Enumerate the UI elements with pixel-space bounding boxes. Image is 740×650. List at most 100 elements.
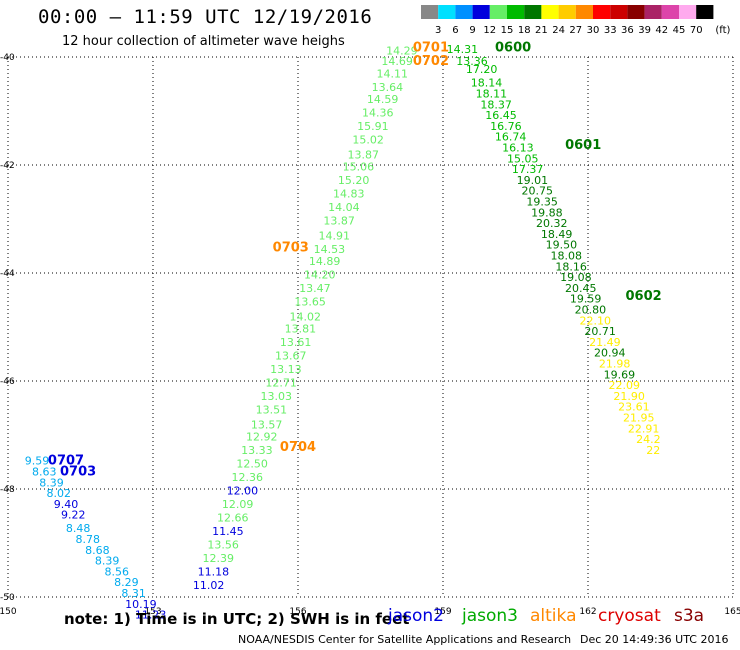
swh-value-label: 12.36 — [232, 471, 264, 484]
legend-label: 36 — [621, 25, 634, 36]
y-tick-label: -50 — [0, 593, 15, 603]
sat-jason3-label: jason3 — [462, 606, 518, 626]
swh-value-label: 12.39 — [203, 552, 235, 565]
legend-label: 12 — [483, 25, 496, 36]
footer-timestamp: Dec 20 14:49:36 UTC 2016 — [580, 633, 729, 646]
swh-value-label: 14.83 — [333, 187, 365, 200]
legend-swatch — [679, 5, 697, 19]
y-tick-label: -42 — [0, 161, 15, 171]
swh-value-label: 16.74 — [495, 131, 527, 144]
swh-value-label: 13.87 — [323, 214, 355, 227]
swh-value-label: 14.02 — [290, 311, 322, 324]
swh-value-label: 13.67 — [275, 349, 307, 362]
swh-value-label: 13.51 — [256, 403, 288, 416]
swh-value-label: 14.20 — [304, 268, 336, 281]
swh-value-label: 12.50 — [236, 457, 268, 470]
swh-value-label: 20.80 — [575, 304, 607, 317]
swh-value-label: 19.59 — [570, 293, 602, 306]
swh-value-label: 14.91 — [319, 230, 351, 243]
swh-value-label: 16.13 — [502, 142, 534, 155]
swh-value-label: 11.23 — [135, 609, 167, 622]
y-tick-label: -48 — [0, 485, 15, 495]
pass-time-label: 0703 — [60, 465, 96, 480]
swh-value-label: 13.13 — [270, 363, 302, 376]
swh-value-label: 15.02 — [352, 133, 384, 146]
sat-s3a-label: s3a — [674, 606, 705, 626]
pass-time-label: 0704 — [280, 440, 316, 455]
swh-value-label: 21.95 — [623, 412, 655, 425]
legend-swatch — [455, 5, 473, 19]
swh-value-label: 8.68 — [85, 544, 110, 557]
pass-time-label: 0703 — [273, 240, 309, 255]
legend-label: 39 — [638, 25, 651, 36]
legend-swatch — [524, 5, 542, 19]
legend-label: 15 — [501, 25, 514, 36]
swh-value-label: 15.06 — [343, 160, 375, 173]
swh-value-label: 8.31 — [121, 587, 146, 600]
swh-value-label: 11.45 — [212, 525, 244, 538]
swh-value-label: 13.57 — [251, 419, 283, 432]
swh-value-label: 14.29 — [386, 44, 418, 57]
legend-label: 42 — [655, 25, 668, 36]
swh-value-label: 9.59 — [25, 455, 50, 468]
swh-value-label: 13.64 — [372, 81, 404, 94]
swh-value-label: 13.81 — [285, 322, 317, 335]
legend-swatch — [472, 5, 490, 19]
swh-value-label: 23.61 — [618, 401, 650, 414]
sat-jason2-label: jason2 — [388, 606, 444, 626]
sat-cryosat-label: cryosat — [598, 606, 661, 626]
swh-value-label: 19.08 — [560, 271, 592, 284]
legend-label: 70 — [690, 25, 703, 36]
swh-value-label: 10.19 — [125, 598, 157, 611]
swh-value-label: 19.69 — [604, 368, 636, 381]
legend-swatch — [558, 5, 576, 19]
x-tick-label: 159 — [434, 607, 451, 617]
swh-value-label: 13.56 — [207, 538, 239, 551]
swh-value-label: 18.16 — [555, 260, 587, 273]
swh-value-label: 13.36 — [456, 55, 488, 68]
swh-value-label: 12.92 — [246, 430, 278, 443]
swh-value-label: 13.65 — [294, 295, 326, 308]
swh-value-label: 15.05 — [507, 152, 539, 165]
pass-time-label: 0702 — [413, 54, 449, 69]
swh-value-label: 11.02 — [193, 579, 225, 592]
swh-value-label: 8.78 — [76, 533, 101, 546]
swh-value-label: 20.71 — [584, 325, 616, 338]
legend-label: 24 — [552, 25, 565, 36]
swh-value-label: 18.49 — [541, 228, 573, 241]
swh-value-label: 8.63 — [32, 466, 57, 479]
swh-value-label: 8.48 — [66, 522, 91, 535]
swh-value-label: 19.01 — [517, 174, 549, 187]
legend-swatch — [489, 5, 507, 19]
legend-swatch — [438, 5, 456, 19]
swh-value-label: 22 — [646, 444, 660, 457]
swh-value-label: 8.39 — [39, 476, 64, 489]
y-tick-label: -44 — [0, 269, 15, 279]
legend-swatch — [661, 5, 679, 19]
swh-value-label: 18.14 — [471, 77, 503, 90]
swh-value-label: 13.87 — [348, 149, 380, 162]
swh-value-label: 22.91 — [628, 422, 660, 435]
swh-value-label: 13.47 — [299, 282, 331, 295]
swh-value-label: 12.00 — [227, 484, 259, 497]
legend-label: 33 — [604, 25, 617, 36]
legend-swatch — [541, 5, 559, 19]
swh-value-label: 8.02 — [47, 487, 72, 500]
legend-label: 18 — [518, 25, 531, 36]
swh-value-label: 14.69 — [381, 55, 413, 68]
pass-time-label: 0600 — [495, 41, 531, 56]
swh-value-label: 14.59 — [367, 93, 399, 106]
legend-swatch — [610, 5, 628, 19]
legend-label: 45 — [673, 25, 686, 36]
swh-value-label: 11.18 — [198, 565, 230, 578]
legend-swatch — [627, 5, 645, 19]
swh-value-label: 20.45 — [565, 282, 597, 295]
swh-value-label: 14.31 — [447, 43, 479, 56]
x-tick-label: 153 — [144, 607, 161, 617]
y-tick-label: -40 — [0, 53, 15, 63]
legend-swatch — [507, 5, 525, 19]
legend-label: 6 — [452, 25, 458, 36]
swh-value-label: 14.11 — [377, 68, 409, 81]
swh-value-label: 20.75 — [522, 185, 554, 198]
